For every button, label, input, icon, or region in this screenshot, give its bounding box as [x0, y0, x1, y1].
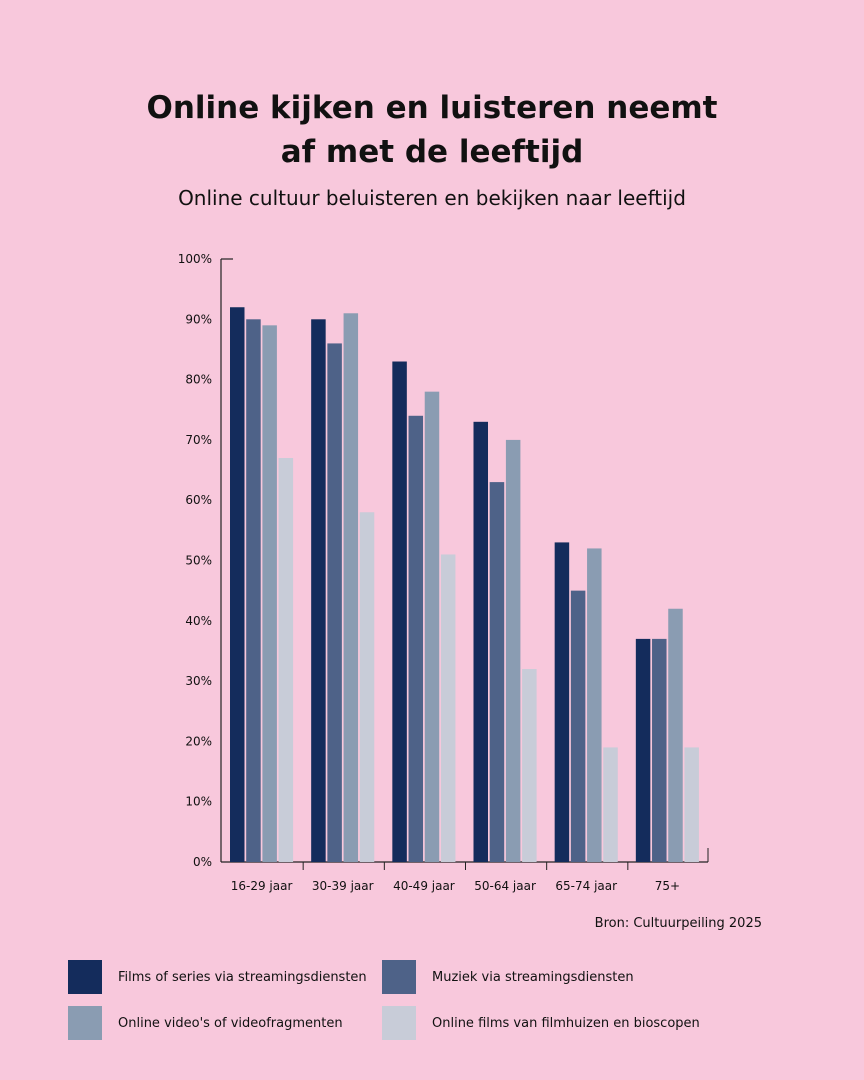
- bar-3-2: [440, 554, 456, 862]
- bar-chart: 0% 10% 20% 30% 40% 50% 60% 70% 80% 90% 100% 16-29 j…: [178, 252, 709, 893]
- legend-item-1: Muziek via streamingsdiensten: [382, 960, 634, 994]
- y-tick-label: 10%: [185, 795, 212, 809]
- bar-1-3: [489, 482, 505, 862]
- legend-label: Muziek via streamingsdiensten: [432, 969, 634, 985]
- bar-0-2: [392, 361, 407, 862]
- bar-1-4: [570, 590, 586, 862]
- y-tick-label: 20%: [185, 734, 212, 748]
- x-tick-label: 65-74 jaar: [555, 879, 617, 893]
- bar-2-4: [587, 548, 602, 862]
- bar-3-0: [278, 457, 294, 862]
- x-tick-label: 16-29 jaar: [231, 879, 293, 893]
- bar-2-0: [262, 325, 277, 863]
- bar-2-1: [343, 313, 359, 862]
- bar-3-3: [522, 669, 537, 862]
- bar-0-0: [230, 307, 245, 862]
- x-tick-label: 40-49 jaar: [393, 879, 455, 893]
- legend-swatch: [68, 960, 102, 994]
- chart-subtitle: Online cultuur beluisteren en bekijken n…: [178, 186, 686, 210]
- legend-item-0: Films of series via streamingsdiensten: [68, 960, 367, 994]
- legend-swatch: [68, 1006, 102, 1040]
- y-tick-label: 40%: [185, 614, 212, 628]
- x-tick-label: 50-64 jaar: [474, 879, 536, 893]
- x-tick-label: 30-39 jaar: [312, 879, 374, 893]
- bar-2-2: [424, 391, 440, 862]
- legend-label: Online films van filmhuizen en bioscopen: [432, 1015, 700, 1031]
- bar-0-1: [311, 319, 326, 862]
- bar-3-4: [603, 747, 618, 862]
- bar-0-4: [554, 542, 570, 862]
- bar-3-1: [359, 512, 375, 862]
- y-tick-label: 30%: [185, 674, 212, 688]
- legend-label: Online video's of videofragmenten: [118, 1015, 343, 1031]
- bar-1-1: [327, 343, 342, 862]
- legend-swatch: [382, 960, 416, 994]
- bar-1-0: [246, 319, 261, 862]
- y-tick-label: 50%: [185, 554, 212, 568]
- y-tick-label: 80%: [185, 373, 212, 387]
- bar-3-5: [684, 747, 699, 862]
- legend-label: Films of series via streamingsdiensten: [118, 969, 367, 985]
- source-note: Bron: Cultuurpeiling 2025: [594, 916, 762, 931]
- y-tick-label: 0%: [193, 855, 212, 869]
- chart-title: Online kijken en luisteren neemt af met …: [146, 90, 718, 170]
- bar-2-5: [668, 608, 683, 862]
- legend-item-3: Online films van filmhuizen en bioscopen: [382, 1006, 700, 1040]
- bar-2-3: [505, 439, 521, 862]
- y-tick-label: 100%: [178, 252, 212, 266]
- bar-0-3: [473, 421, 488, 862]
- y-tick-label: 90%: [185, 312, 212, 326]
- legend-swatch: [382, 1006, 416, 1040]
- bar-1-5: [652, 638, 667, 862]
- bar-1-2: [408, 415, 424, 862]
- x-tick-label: 75+: [655, 879, 680, 893]
- legend-item-2: Online video's of videofragmenten: [68, 1006, 343, 1040]
- y-tick-label: 60%: [185, 493, 212, 507]
- y-tick-label: 70%: [185, 433, 212, 447]
- bar-0-5: [635, 638, 651, 862]
